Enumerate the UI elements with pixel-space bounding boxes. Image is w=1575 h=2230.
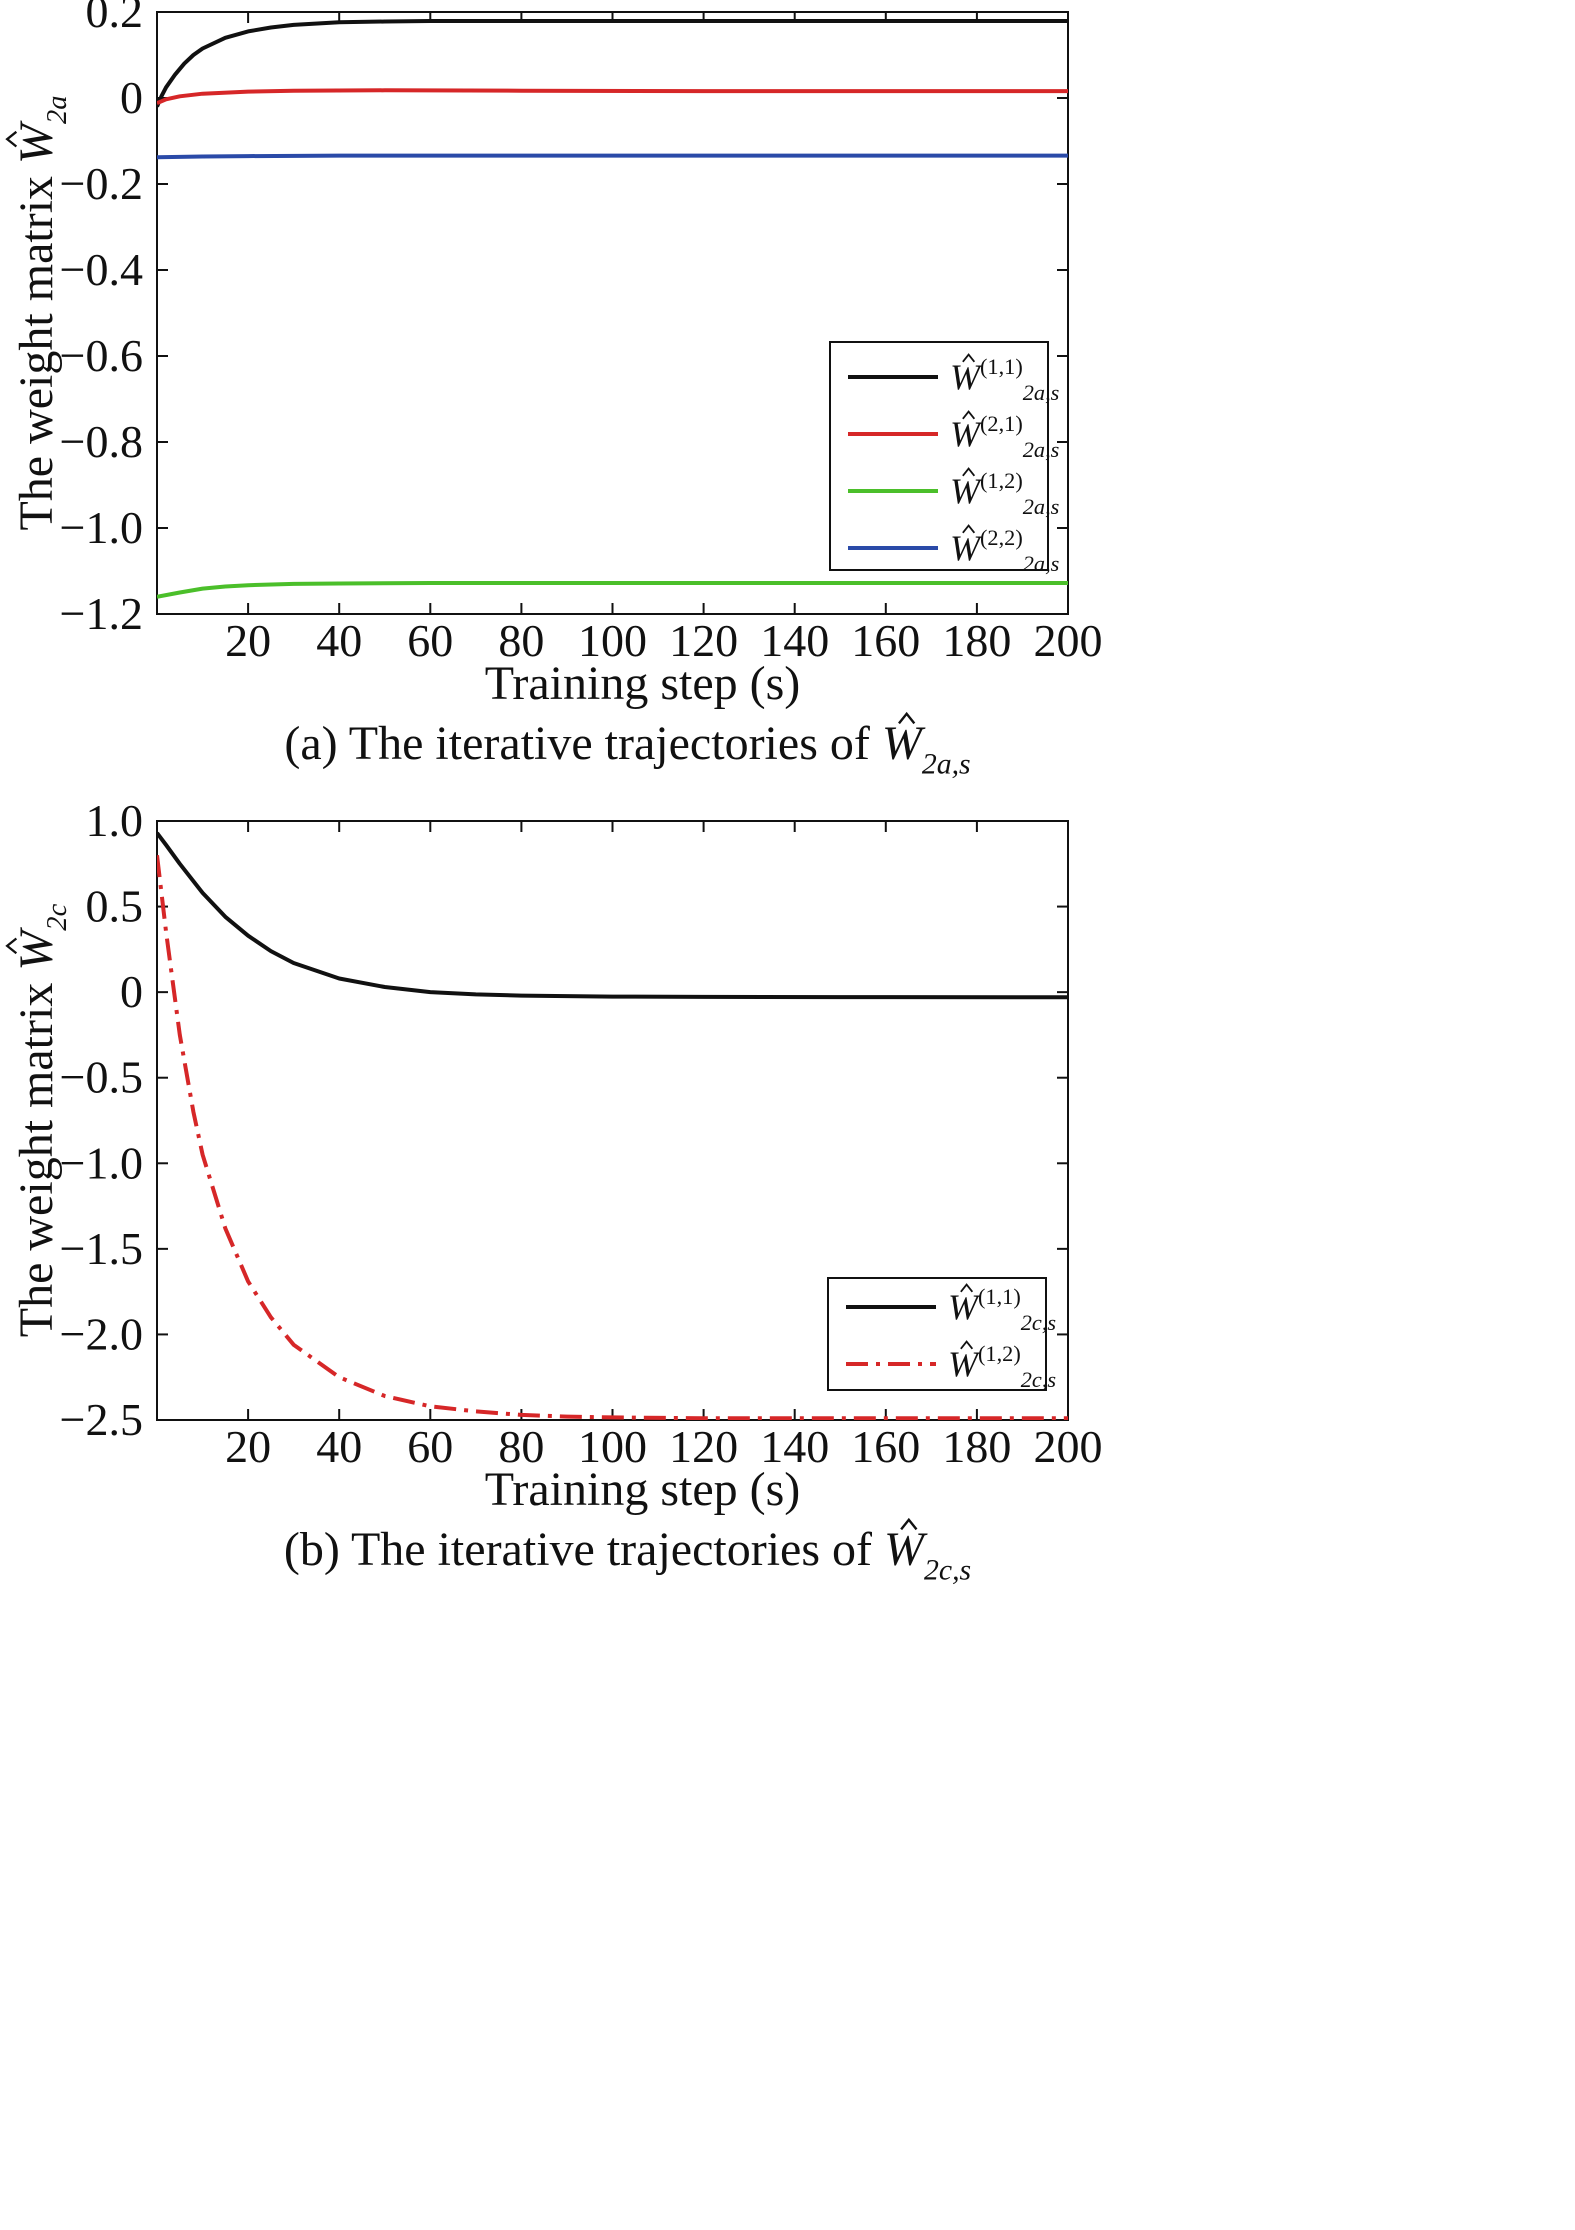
x-tick-label: 100 bbox=[578, 1421, 647, 1472]
x-tick-label: 180 bbox=[942, 615, 1011, 666]
x-tick-label: 120 bbox=[669, 1421, 738, 1472]
x-tick-label: 200 bbox=[1034, 615, 1103, 666]
y-tick-label: −1.5 bbox=[60, 1223, 143, 1274]
legend-label-1: W(1,1)2a,s bbox=[950, 354, 1059, 405]
legend-label-1: W(1,1)2c,s bbox=[948, 1284, 1056, 1335]
x-tick-label: 140 bbox=[760, 1421, 829, 1472]
y-tick-label: −0.5 bbox=[60, 1052, 143, 1103]
series-line-3 bbox=[157, 581, 1068, 599]
y-tick-label: −1.0 bbox=[60, 1137, 143, 1188]
y-tick-label: −1.2 bbox=[60, 588, 143, 639]
y-tick-label: −0.4 bbox=[60, 244, 143, 295]
x-tick-label: 120 bbox=[669, 615, 738, 666]
legend-label-3: W(1,2)2a,s bbox=[950, 468, 1059, 519]
y-axis-title: The weight matrix W2c bbox=[10, 903, 73, 1337]
y-tick-label: −0.8 bbox=[60, 416, 143, 467]
series-line-1 bbox=[157, 19, 1068, 108]
figure-caption: (a) The iterative trajectories of W2a,s bbox=[284, 717, 970, 780]
y-tick-label: −0.2 bbox=[60, 158, 143, 209]
legend: W(1,1)2a,s W(2,1)2a,s W(1,2)2a,s W(2,2)2a,s bbox=[829, 341, 1059, 576]
caption-hat bbox=[900, 1517, 918, 1531]
x-tick-label: 160 bbox=[851, 615, 920, 666]
y-tick-label: 0.2 bbox=[86, 0, 144, 37]
legend-hat-1 bbox=[960, 1283, 974, 1293]
x-tick-label: 80 bbox=[498, 1421, 544, 1472]
y-axis-title-group: The weight matrix W2c bbox=[5, 903, 73, 1337]
legend-hat-4 bbox=[962, 524, 976, 534]
y-tick-label: −2.0 bbox=[60, 1308, 143, 1359]
x-tick-label: 180 bbox=[942, 1421, 1011, 1472]
x-axis-title: Training step (s) bbox=[485, 657, 801, 710]
y-axis-hat bbox=[5, 130, 18, 148]
y-tick-label: −2.5 bbox=[60, 1394, 143, 1445]
x-tick-label: 160 bbox=[851, 1421, 920, 1472]
chart-a: 20 40 60 80 100 120 140 160 180 200 0.2 0 −0.2 −0.4 −0… bbox=[5, 0, 1103, 780]
figure-caption: (b) The iterative trajectories of W2c,s bbox=[284, 1523, 971, 1586]
series-line-4 bbox=[157, 153, 1068, 160]
legend-label-4: W(2,2)2a,s bbox=[950, 525, 1059, 576]
x-tick-label: 60 bbox=[407, 615, 453, 666]
x-tick-label: 20 bbox=[225, 615, 271, 666]
y-tick-label: 0 bbox=[120, 966, 143, 1017]
y-tick-label: 0.5 bbox=[86, 881, 144, 932]
y-axis-hat bbox=[5, 937, 18, 955]
chart-b: 20 40 60 80 100 120 140 160 180 200 1.0 0.5 0 −0.5 −1.… bbox=[5, 795, 1103, 1586]
legend-box bbox=[827, 1277, 1047, 1391]
y-tick-label: 1.0 bbox=[86, 795, 144, 846]
legend-hat-3 bbox=[962, 467, 976, 477]
x-tick-label: 140 bbox=[760, 615, 829, 666]
x-axis-title: Training step (s) bbox=[485, 1463, 801, 1516]
y-tick-label: −0.6 bbox=[60, 330, 143, 381]
x-tick-label: 20 bbox=[225, 1421, 271, 1472]
legend: W(1,1)2c,s W(1,2)2c,s bbox=[827, 1277, 1056, 1392]
legend-box bbox=[829, 341, 1049, 571]
series-line-1 bbox=[157, 831, 1068, 1000]
series-line-2 bbox=[157, 88, 1068, 106]
legend-hat-2 bbox=[962, 410, 976, 420]
x-tick-label: 60 bbox=[407, 1421, 453, 1472]
caption-hat bbox=[898, 711, 916, 725]
legend-hat-1 bbox=[962, 353, 976, 363]
x-tick-label: 40 bbox=[316, 615, 362, 666]
y-axis-title: The weight matrix W2a bbox=[10, 95, 73, 530]
legend-label-2: W(2,1)2a,s bbox=[950, 411, 1059, 462]
legend-label-2: W(1,2)2c,s bbox=[948, 1341, 1056, 1392]
y-tick-label: 0 bbox=[120, 72, 143, 123]
x-tick-label: 80 bbox=[498, 615, 544, 666]
legend-hat-2 bbox=[960, 1340, 974, 1350]
y-axis-title-group: The weight matrix W2a bbox=[5, 95, 73, 531]
x-tick-label: 200 bbox=[1034, 1421, 1103, 1472]
series-line-2 bbox=[157, 854, 1068, 1420]
x-tick-label: 100 bbox=[578, 615, 647, 666]
y-tick-label: −1.0 bbox=[60, 502, 143, 553]
x-tick-label: 40 bbox=[316, 1421, 362, 1472]
